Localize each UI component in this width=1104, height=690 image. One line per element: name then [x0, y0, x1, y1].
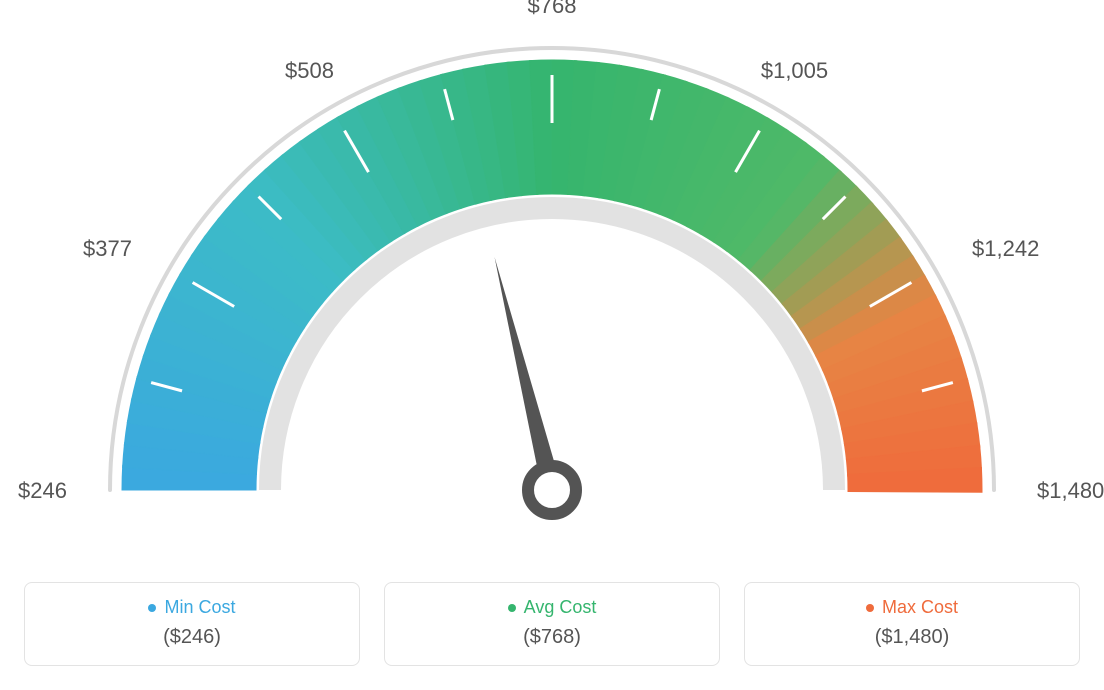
gauge-tick-label: $1,005: [755, 58, 835, 84]
avg-cost-title: Avg Cost: [524, 597, 597, 618]
gauge-area: $246 $377 $508 $768 $1,005 $1,242 $1,480: [0, 0, 1104, 560]
max-cost-title: Max Cost: [882, 597, 958, 618]
gauge-svg: [52, 40, 1052, 560]
avg-cost-title-row: Avg Cost: [508, 597, 597, 618]
avg-cost-dot: [508, 604, 516, 612]
gauge-tick-label: $1,480: [1037, 478, 1104, 504]
summary-cards: Min Cost ($246) Avg Cost ($768) Max Cost…: [24, 582, 1080, 666]
max-cost-dot: [866, 604, 874, 612]
min-cost-title-row: Min Cost: [148, 597, 235, 618]
gauge-tick-label: $768: [512, 0, 592, 19]
min-cost-card: Min Cost ($246): [24, 582, 360, 666]
gauge-tick-label: $377: [62, 236, 132, 262]
avg-cost-card: Avg Cost ($768): [384, 582, 720, 666]
min-cost-dot: [148, 604, 156, 612]
gauge-tick-label: $246: [0, 478, 67, 504]
max-cost-card: Max Cost ($1,480): [744, 582, 1080, 666]
min-cost-title: Min Cost: [164, 597, 235, 618]
chart-container: $246 $377 $508 $768 $1,005 $1,242 $1,480 Min C…: [0, 0, 1104, 690]
gauge-tick-label: $508: [270, 58, 350, 84]
avg-cost-value: ($768): [403, 626, 701, 649]
max-cost-title-row: Max Cost: [866, 597, 958, 618]
gauge-tick-label: $1,242: [972, 236, 1039, 262]
max-cost-value: ($1,480): [763, 626, 1061, 649]
min-cost-value: ($246): [43, 626, 341, 649]
